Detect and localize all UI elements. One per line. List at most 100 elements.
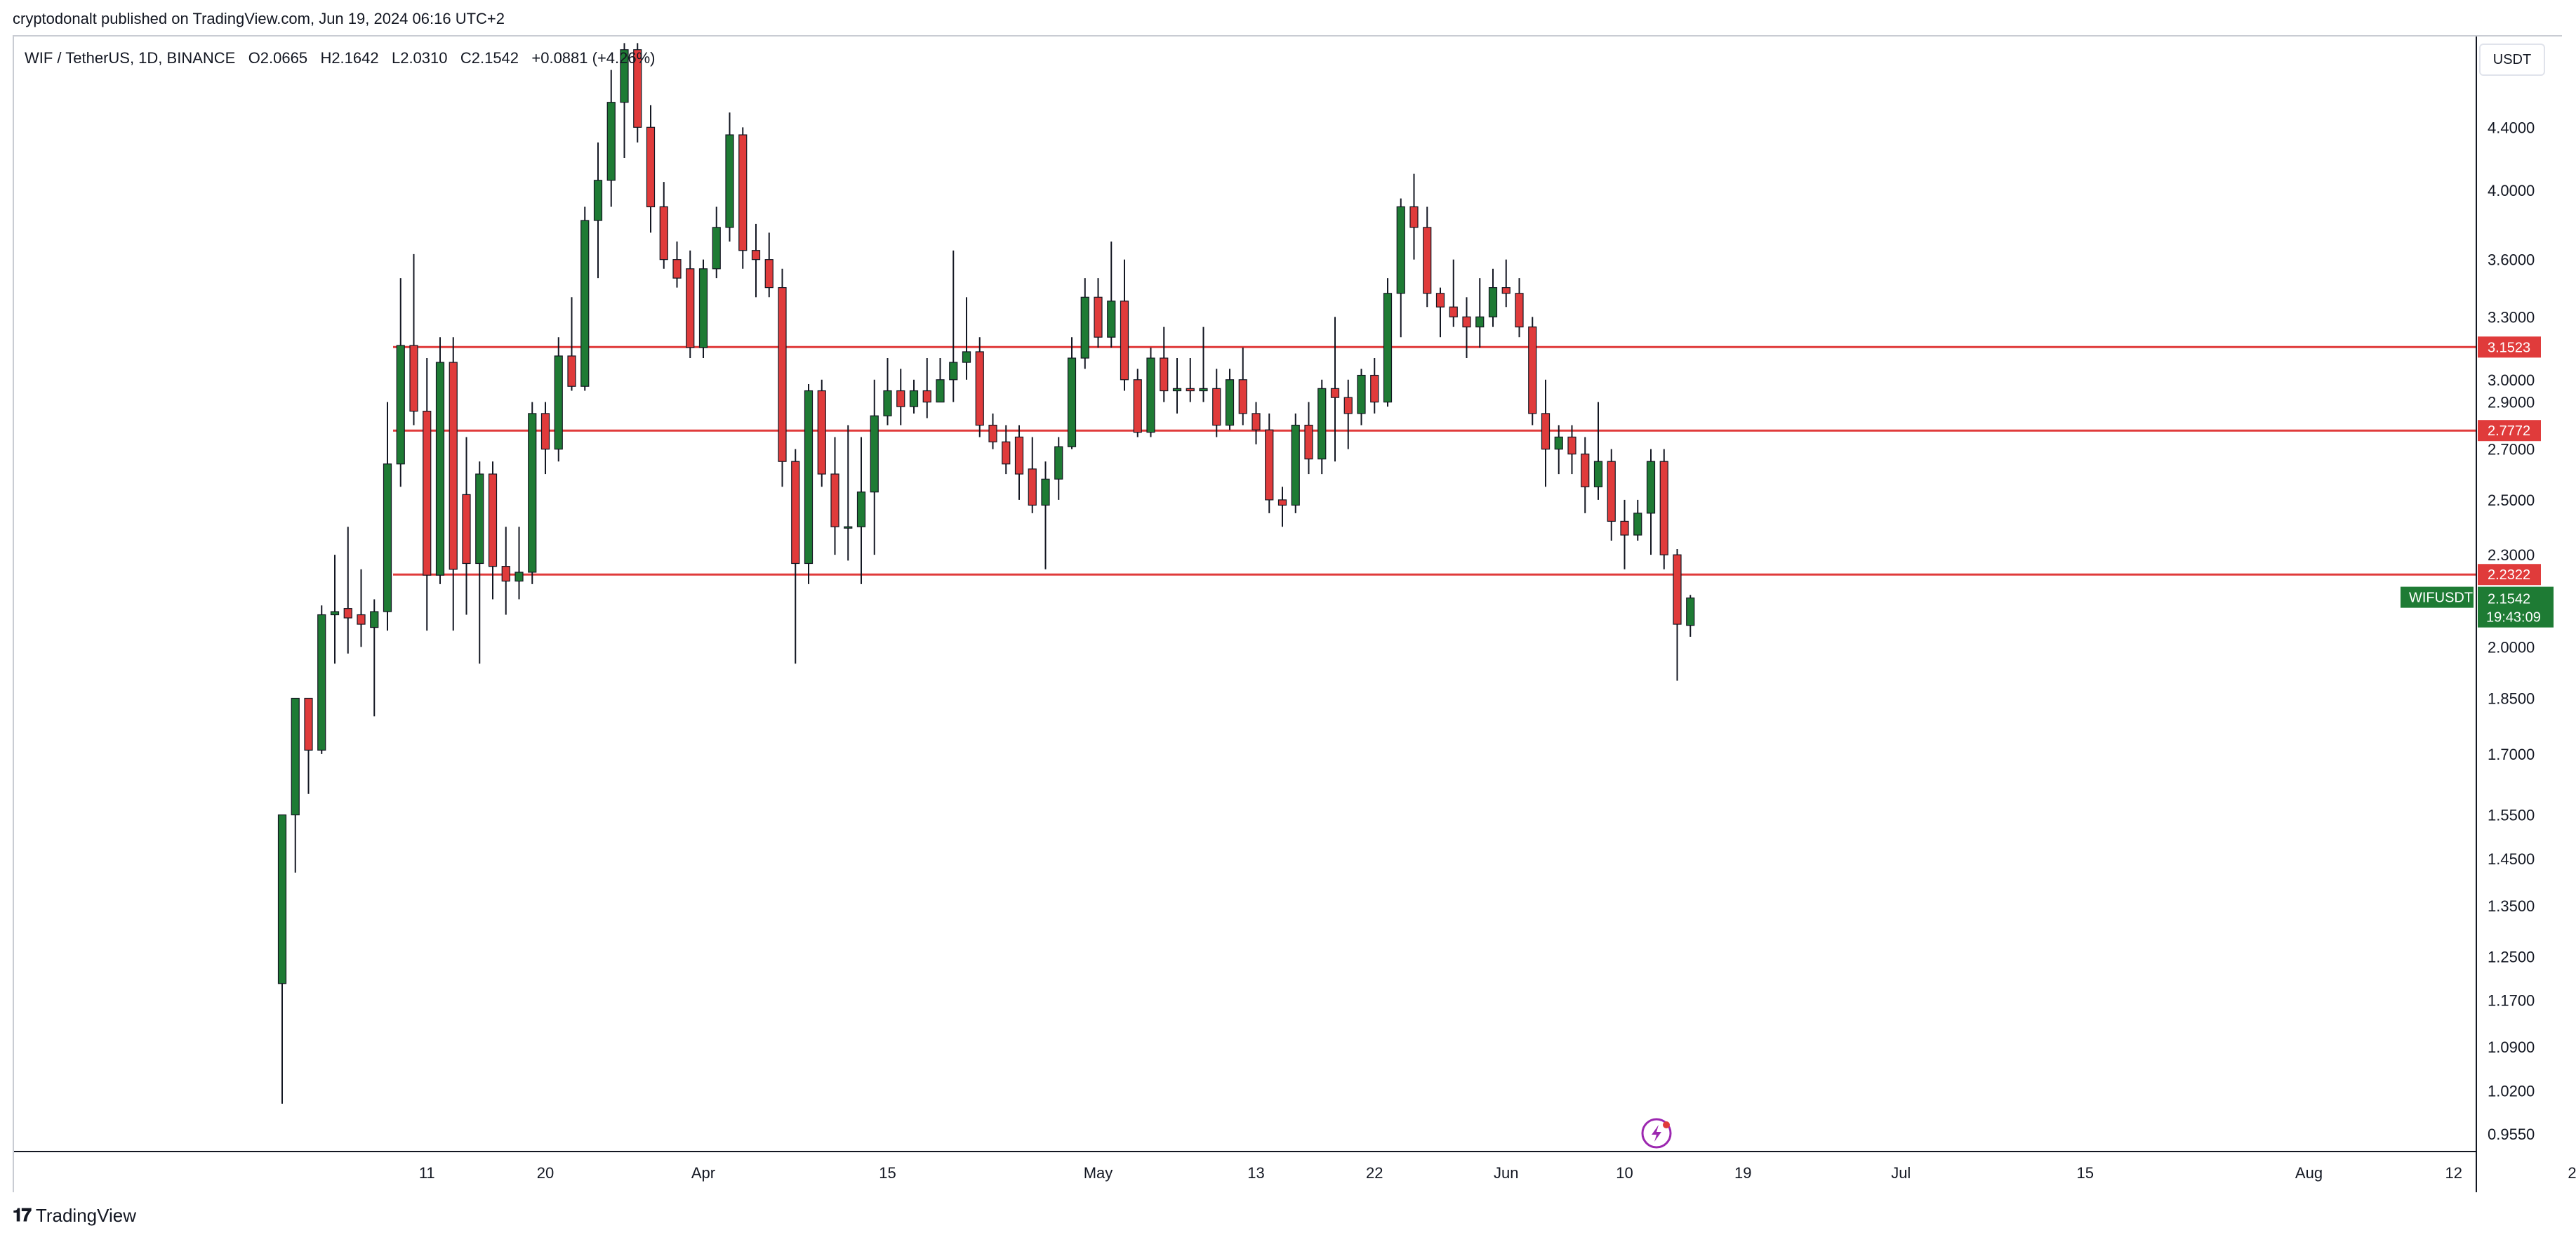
candle[interactable]	[488, 461, 498, 600]
candle[interactable]	[778, 268, 787, 487]
candle[interactable]	[409, 253, 418, 426]
candle[interactable]	[317, 605, 326, 754]
candle[interactable]	[1383, 278, 1393, 407]
candle[interactable]	[1252, 402, 1261, 444]
candle[interactable]	[830, 437, 839, 555]
candle[interactable]	[988, 413, 997, 449]
currency-selector[interactable]: USDT	[2479, 44, 2545, 76]
candle[interactable]	[1686, 595, 1695, 637]
candle[interactable]	[1199, 327, 1208, 402]
candle[interactable]	[698, 259, 708, 359]
candle[interactable]	[1409, 173, 1419, 260]
candle[interactable]	[357, 569, 366, 647]
candle[interactable]	[593, 142, 603, 279]
candle[interactable]	[475, 461, 484, 664]
candle[interactable]	[554, 337, 563, 462]
candle[interactable]	[528, 402, 537, 584]
candle[interactable]	[686, 250, 695, 359]
candle[interactable]	[1462, 297, 1471, 359]
candle[interactable]	[1041, 461, 1050, 569]
candle[interactable]	[949, 250, 958, 402]
candle[interactable]	[449, 337, 458, 631]
candle[interactable]	[277, 814, 287, 1104]
candle[interactable]	[383, 402, 392, 631]
candle[interactable]	[1541, 379, 1551, 487]
candle[interactable]	[343, 527, 352, 654]
candle[interactable]	[1133, 369, 1142, 437]
candle[interactable]	[725, 112, 734, 242]
candle[interactable]	[1080, 278, 1089, 369]
candle[interactable]	[1620, 499, 1629, 569]
candle[interactable]	[540, 402, 550, 475]
candle[interactable]	[1357, 369, 1366, 426]
candle[interactable]	[1528, 317, 1537, 426]
tradingview-logo[interactable]: 𝟏𝟕 TradingView	[13, 1204, 136, 1227]
candle[interactable]	[514, 527, 524, 600]
candle[interactable]	[1501, 259, 1511, 308]
candle[interactable]	[844, 425, 853, 561]
candle[interactable]	[804, 384, 814, 584]
candle[interactable]	[1291, 413, 1300, 513]
candle[interactable]	[1581, 437, 1590, 513]
candle[interactable]	[1330, 317, 1340, 462]
candle[interactable]	[1317, 379, 1327, 475]
candle[interactable]	[1277, 487, 1287, 527]
candle[interactable]	[606, 70, 616, 207]
candle[interactable]	[1186, 358, 1195, 402]
candle[interactable]	[791, 449, 800, 664]
candle[interactable]	[1449, 259, 1458, 327]
candle[interactable]	[856, 437, 866, 584]
candle[interactable]	[1107, 241, 1116, 348]
candle[interactable]	[501, 527, 510, 615]
candle[interactable]	[1567, 425, 1576, 475]
candle[interactable]	[975, 337, 984, 437]
candle[interactable]	[1265, 413, 1274, 513]
candle[interactable]	[1054, 437, 1063, 500]
candle[interactable]	[751, 223, 761, 298]
candle[interactable]	[1515, 278, 1524, 338]
candle[interactable]	[1160, 327, 1169, 402]
candle[interactable]	[423, 358, 432, 631]
candle[interactable]	[1673, 549, 1682, 681]
candle[interactable]	[962, 297, 971, 380]
candle[interactable]	[646, 105, 656, 233]
candle[interactable]	[462, 437, 471, 615]
candle[interactable]	[896, 369, 905, 426]
candle[interactable]	[1607, 449, 1616, 541]
candle[interactable]	[620, 43, 629, 158]
candle[interactable]	[1225, 369, 1235, 430]
candle[interactable]	[1028, 437, 1037, 513]
candle[interactable]	[672, 241, 682, 288]
candle[interactable]	[1370, 358, 1379, 414]
candle[interactable]	[330, 555, 340, 664]
candle[interactable]	[1488, 268, 1498, 327]
candle[interactable]	[304, 697, 313, 794]
candle[interactable]	[567, 297, 576, 391]
candle[interactable]	[1238, 347, 1247, 426]
candle[interactable]	[1396, 198, 1405, 338]
candle[interactable]	[1343, 379, 1353, 449]
candle[interactable]	[1659, 449, 1668, 569]
candle[interactable]	[435, 337, 445, 584]
candle[interactable]	[1146, 347, 1155, 437]
candle[interactable]	[1212, 369, 1221, 437]
candle[interactable]	[1094, 278, 1103, 348]
candle[interactable]	[909, 379, 919, 414]
candle[interactable]	[1423, 206, 1432, 308]
candle[interactable]	[291, 697, 300, 873]
candle[interactable]	[1304, 402, 1313, 475]
candle[interactable]	[1067, 337, 1077, 449]
candle[interactable]	[1633, 499, 1642, 541]
candle[interactable]	[1593, 402, 1603, 500]
candle[interactable]	[1120, 259, 1129, 391]
candle[interactable]	[1554, 425, 1563, 475]
candle[interactable]	[1646, 449, 1656, 555]
candle[interactable]	[370, 599, 379, 717]
candle[interactable]	[936, 358, 945, 403]
candle[interactable]	[922, 358, 931, 418]
candle[interactable]	[738, 127, 748, 269]
candle[interactable]	[1172, 358, 1182, 414]
candle[interactable]	[633, 43, 642, 143]
candle[interactable]	[659, 182, 668, 269]
